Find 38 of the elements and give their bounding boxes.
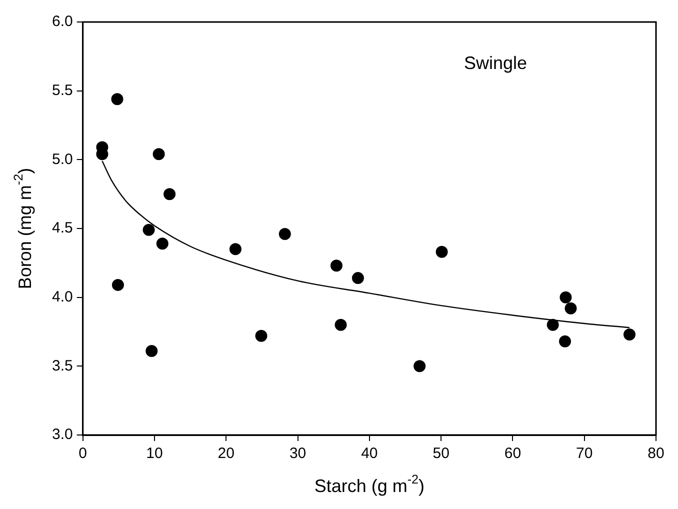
x-tick-label: 0 bbox=[78, 445, 88, 462]
point bbox=[560, 291, 572, 304]
y-tick-label: 3.5 bbox=[52, 357, 73, 374]
point bbox=[146, 345, 158, 358]
x-tick-label: 80 bbox=[648, 445, 664, 462]
point bbox=[564, 302, 577, 314]
point bbox=[156, 238, 168, 250]
point bbox=[111, 93, 124, 106]
x-tick-label: 70 bbox=[576, 445, 593, 462]
point bbox=[436, 246, 448, 258]
point bbox=[623, 328, 636, 341]
point bbox=[414, 360, 426, 372]
x-tick-label: 40 bbox=[361, 445, 378, 462]
point bbox=[559, 335, 572, 348]
point bbox=[152, 148, 165, 160]
y-tick-label: 5.5 bbox=[52, 82, 73, 99]
x-tick-label: 60 bbox=[504, 445, 522, 462]
point bbox=[334, 318, 347, 331]
y-tick-label: 4.5 bbox=[52, 220, 73, 237]
y-tick-label: 4.0 bbox=[52, 288, 73, 306]
point bbox=[330, 260, 342, 272]
point bbox=[278, 228, 291, 240]
point bbox=[142, 224, 155, 236]
point bbox=[164, 188, 176, 200]
x-tick-label: 50 bbox=[432, 445, 450, 462]
point bbox=[112, 278, 124, 291]
y-tick-label: 3.0 bbox=[52, 426, 73, 444]
point bbox=[229, 243, 242, 256]
x-tick-label: 30 bbox=[289, 445, 306, 462]
y-axis-title: Boron (mg m-2) bbox=[11, 168, 35, 290]
annotation: Swingle bbox=[464, 52, 528, 73]
x-tick-label: 10 bbox=[146, 445, 163, 462]
y-tick-label: 5.0 bbox=[52, 150, 73, 168]
x-tick-label: 20 bbox=[218, 445, 234, 462]
point bbox=[255, 330, 268, 342]
point bbox=[352, 272, 364, 284]
point bbox=[546, 318, 559, 331]
y-tick-label: 6.0 bbox=[52, 13, 73, 30]
